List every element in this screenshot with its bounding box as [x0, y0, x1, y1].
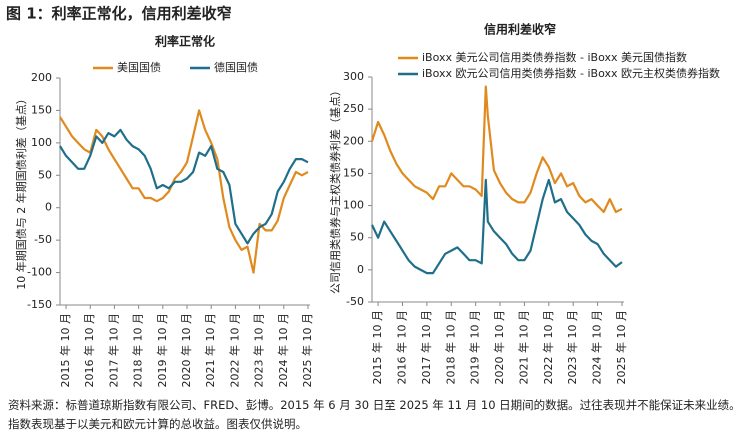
legend-label: 德国国债: [214, 60, 258, 74]
legend-label: 美国国债: [117, 60, 161, 74]
y-tick-label: 100: [343, 199, 364, 212]
series-line: [370, 85, 623, 214]
x-tick-label: 2020 年 10 月: [492, 310, 506, 384]
x-tick-label: 2025 年 10 月: [300, 313, 314, 387]
x-tick-label: 2025 年 10 月: [614, 310, 628, 384]
x-tick-label: 2017 年 10 月: [106, 313, 120, 387]
y-tick-label: 200: [343, 134, 364, 147]
x-tick-label: 2015 年 10 月: [58, 313, 72, 387]
source-note: 资料来源：标普道琼斯指数有限公司、FRED、彭博。2015 年 6 月 30 日…: [8, 398, 741, 431]
y-tick-label: -150: [27, 298, 52, 311]
x-tick-label: 2021 年 10 月: [516, 310, 530, 384]
x-tick-label: 2020 年 10 月: [179, 313, 193, 387]
y-axis-label: 10 年期国债与 2 年期国债利差（基点）: [14, 93, 28, 289]
figure-title: 图 1：利率正常化，信用利差收窄: [6, 5, 232, 23]
y-tick-label: -50: [34, 233, 52, 246]
y-tick-label: 250: [343, 102, 364, 115]
x-tick-label: 2019 年 10 月: [468, 310, 482, 384]
series-line: [59, 128, 309, 245]
y-tick-label: 0: [357, 263, 364, 276]
y-tick-label: -100: [27, 266, 52, 279]
y-tick-label: 50: [38, 168, 52, 181]
chart-title: 信用利差收窄: [484, 22, 556, 37]
y-tick-label: 150: [31, 103, 52, 116]
x-tick-label: 2016 年 10 月: [394, 310, 408, 384]
x-tick-label: 2024 年 10 月: [590, 310, 604, 384]
x-tick-label: 2019 年 10 月: [155, 313, 169, 387]
x-tick-label: 2018 年 10 月: [131, 313, 145, 387]
y-axis-label: 公司信用类债券与主权类债券利差（基点）: [328, 85, 342, 294]
y-tick-label: -50: [346, 295, 364, 308]
x-tick-label: 2023 年 10 月: [252, 313, 266, 387]
x-tick-label: 2016 年 10 月: [82, 313, 96, 387]
x-tick-label: 2022 年 10 月: [541, 310, 555, 384]
x-tick-label: 2017 年 10 月: [419, 310, 433, 384]
y-tick-label: 200: [31, 71, 52, 84]
legend-label: iBoxx 欧元公司信用类债券指数 - iBoxx 欧元主权类债券指数: [422, 66, 720, 80]
series-line: [371, 178, 623, 275]
y-tick-label: 300: [343, 70, 364, 83]
y-tick-label: 100: [31, 136, 52, 149]
x-tick-label: 2015 年 10 月: [370, 310, 384, 384]
chart-title: 利率正常化: [155, 34, 215, 49]
x-tick-label: 2023 年 10 月: [565, 310, 579, 384]
y-tick-label: 0: [45, 201, 52, 214]
x-tick-label: 2022 年 10 月: [227, 313, 241, 387]
legend-label: iBoxx 美元公司信用类债券指数 - iBoxx 美元国债指数: [422, 50, 687, 64]
series-line: [59, 109, 309, 274]
x-tick-label: 2021 年 10 月: [203, 313, 217, 387]
x-tick-label: 2018 年 10 月: [443, 310, 457, 384]
y-tick-label: 50: [350, 231, 364, 244]
x-tick-label: 2024 年 10 月: [276, 313, 290, 387]
y-tick-label: 150: [343, 166, 364, 179]
